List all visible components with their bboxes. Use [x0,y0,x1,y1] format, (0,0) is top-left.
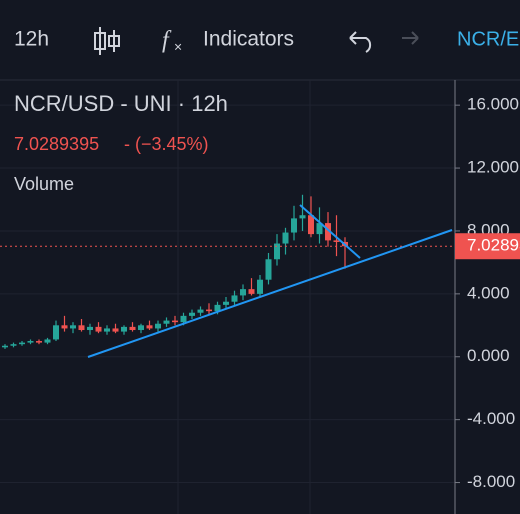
candle-body [138,325,144,331]
last-price-tag [455,233,520,260]
plot [0,104,455,484]
study-label: Volume [14,174,74,194]
y-tick-label: 16.000 [467,95,519,114]
fx-icon-x: × [174,39,182,55]
candle-body [53,325,59,340]
candle-body [155,323,161,329]
price-axis: -8.000-4.0000.0004.0008.00012.00016.0007… [455,95,520,491]
candle-body [36,341,42,343]
candle-body [70,325,76,329]
candle-body [325,223,331,241]
legend-change: - (−3.45%) [124,134,209,154]
y-tick-label: 12.000 [467,158,519,177]
candle-body [112,328,119,332]
candle-body [104,328,110,332]
candle-body [19,342,25,345]
candle-body [146,325,153,329]
candle-body [291,218,297,233]
redo-button[interactable] [402,31,419,45]
candle-body [180,315,187,323]
candle-body [257,279,263,294]
candle-body [44,339,51,343]
candle-body [87,326,93,331]
indicators-button[interactable]: Indicators [203,28,294,51]
candle-body [248,289,255,294]
y-tick-label: 4.000 [467,283,510,302]
interval-button[interactable]: 12h [14,28,49,51]
candle-body [2,345,8,348]
legend-price: 7.0289395 [14,134,99,154]
candle-body [231,295,238,302]
undo-button[interactable] [349,31,372,53]
candle-body [282,232,289,244]
symbol-tab[interactable]: NCR/E [457,28,519,50]
trend-line [87,229,453,358]
candle-body [333,240,340,242]
candle-body [274,243,280,260]
candle-body [129,326,136,331]
candle-body [121,326,127,332]
candle-body [163,320,170,324]
last-price-label: 7.0289395 [467,236,520,255]
y-tick-label: -4.000 [467,409,515,428]
candle-body [189,312,195,316]
candle-body [299,215,306,219]
y-tick-label: -8.000 [467,472,515,491]
candle-body [308,215,314,235]
candle-body [78,325,85,331]
candle-body [240,289,246,296]
candle-body [27,341,34,343]
candle-body [265,259,272,280]
y-tick-label: 0.000 [467,346,510,365]
candle-body [223,301,229,305]
candle-body [95,326,102,332]
candle-body [172,320,178,323]
candle-body [10,344,17,346]
toolbar [0,0,520,80]
candle-body [316,223,323,235]
trend-line [299,204,361,259]
chart-style-icon[interactable] [94,27,120,55]
candle-body [61,325,68,329]
candle-body [206,309,212,312]
fx-icon[interactable]: f [162,28,172,54]
candle-body [214,304,221,312]
legend-title: NCR/USD - UNI · 12h [14,91,228,116]
candle-body [197,309,204,313]
